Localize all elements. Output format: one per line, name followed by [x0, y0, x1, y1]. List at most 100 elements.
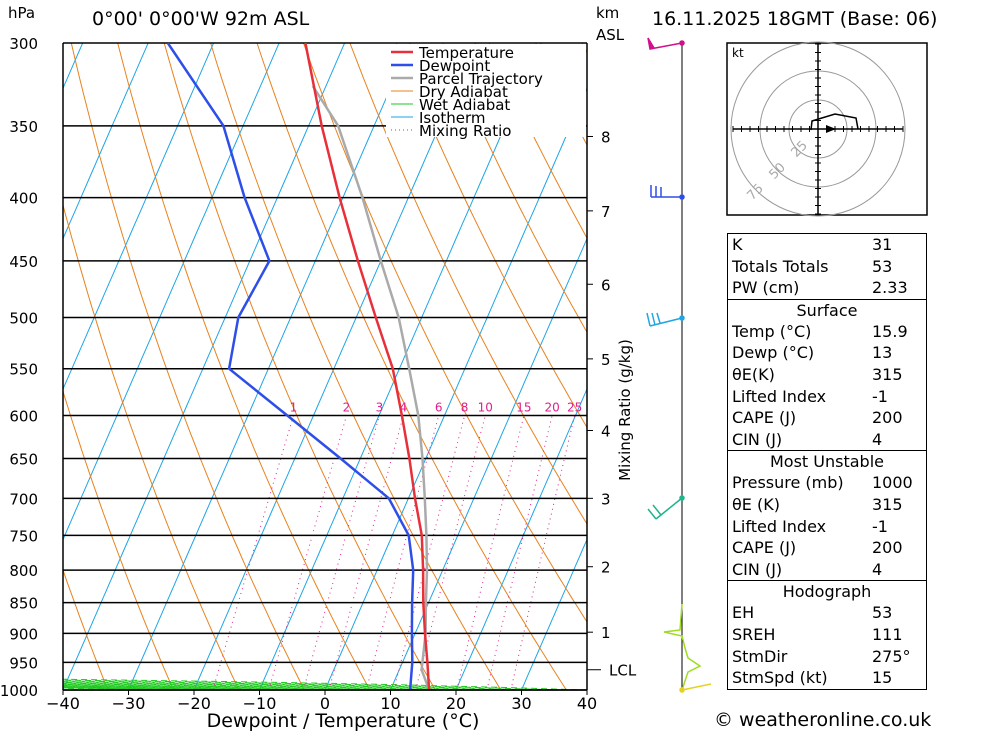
stat-row-surface-theta: θE(K) 315 — [732, 364, 903, 384]
stat-row-surface-cin: CIN (J) 4 — [732, 429, 883, 449]
stat-row-stmspd: StmSpd (kt) 15 — [732, 668, 893, 688]
pressure-tick-label: 650 — [9, 451, 38, 469]
storm-motion-marker — [826, 125, 836, 133]
isotherm-line — [128, 43, 411, 690]
stat-row-surface-temp: Temp (°C) 15.9 — [732, 321, 908, 341]
mixing-ratio-label: 25 — [567, 401, 582, 415]
temperature-tick-label: 30 — [511, 694, 531, 713]
pressure-tick-label: 350 — [9, 118, 38, 136]
legend-wet-adiabat: Wet Adiabat — [419, 96, 510, 114]
stat-row-totals: Totals Totals 53 — [732, 256, 893, 276]
isotherm-line — [193, 43, 477, 690]
isotherm-line — [455, 387, 587, 690]
legend-dewpoint: Dewpoint — [419, 57, 490, 75]
stat-row-mu-cin: CIN (J) 4 — [732, 559, 883, 579]
sounding-stats-table: K 31 Totals Totals 53 PW (cm) 2.33 Surface … — [727, 233, 927, 690]
mixing-ratio-label: 6 — [435, 401, 443, 415]
pressure-tick-label: 850 — [9, 595, 38, 613]
height-tick-label: 1 — [601, 624, 611, 642]
hodograph: kt 25 50 75 — [726, 41, 928, 217]
mixing-ratio-axis-title: Mixing Ratio (g/kg) — [616, 339, 634, 481]
pressure-tick-label: 950 — [9, 654, 38, 672]
stat-row-eh: EH 53 — [732, 603, 893, 623]
isotherm-line — [259, 43, 542, 690]
height-tick-label: 8 — [601, 129, 611, 147]
height-tick-label: 5 — [601, 351, 611, 369]
mixing-ratio-line — [510, 415, 576, 690]
credit-link[interactable]: © weatheronline.co.uk — [714, 709, 932, 731]
wind-barb-column — [646, 37, 712, 693]
temperature-tick-label: −40 — [46, 694, 80, 713]
dry-adiabat-line — [395, 43, 587, 429]
height-tick-label: 7 — [601, 203, 611, 221]
stat-row-mu-li: Lifted Index -1 — [732, 516, 888, 536]
mixing-ratio-label: 20 — [545, 401, 560, 415]
pressure-tick-label: 900 — [9, 625, 38, 643]
dry-adiabat-line — [349, 43, 587, 525]
section-hodograph: Hodograph — [728, 580, 926, 602]
temperature-tick-label: −20 — [177, 694, 211, 713]
sounding-curves — [166, 43, 431, 690]
stat-row-pw: PW (cm) 2.33 — [732, 278, 908, 298]
legend-dry-adiabat: Dry Adiabat — [419, 83, 508, 101]
temperature-curve — [304, 43, 431, 690]
lcl-label: LCL — [609, 662, 637, 680]
wind-barb-500 — [646, 312, 685, 327]
pressure-tick-label: 550 — [9, 361, 38, 379]
temperature-tick-label: −30 — [112, 694, 146, 713]
isotherm-line — [63, 43, 149, 240]
pressure-tick-label: 700 — [9, 490, 38, 508]
dry-adiabat-line — [63, 568, 109, 690]
parcel-trajectory-curve — [311, 85, 431, 690]
height-tick-label: 2 — [601, 559, 611, 577]
section-most-unstable: Most Unstable — [728, 450, 926, 472]
x-axis-title: Dewpoint / Temperature (°C) — [207, 710, 480, 732]
pressure-tick-label: 500 — [9, 310, 38, 328]
hodograph-unit: kt — [732, 46, 744, 60]
legend-isotherm: Isotherm — [419, 109, 486, 127]
dewpoint-curve — [166, 43, 415, 690]
mixing-ratio-label: 8 — [461, 401, 469, 415]
temperature-tick-label: 40 — [577, 694, 597, 713]
height-tick-label: 4 — [601, 423, 611, 441]
stat-row-mu-pressure: Pressure (mb) 1000 — [732, 473, 913, 493]
isotherm-line — [63, 43, 346, 690]
legend-temperature: Temperature — [418, 44, 514, 62]
wet-adiabat-line — [63, 681, 483, 690]
mixing-ratio-line — [212, 415, 294, 690]
stat-row-stmdir: StmDir 275° — [732, 646, 911, 666]
pressure-unit-label: hPa — [8, 4, 35, 22]
height-unit-label: km — [596, 4, 619, 22]
height-unit-label-asl: ASL — [596, 26, 625, 44]
pressure-tick-label: 400 — [9, 190, 38, 208]
dry-adiabat-line — [210, 43, 502, 690]
stat-row-surface-cape: CAPE (J) 200 — [732, 408, 903, 428]
mixing-ratio-label: 15 — [516, 401, 531, 415]
wind-barb-lower — [663, 603, 712, 693]
mixing-ratio-label: 1 — [290, 401, 298, 415]
dry-adiabat-line — [163, 43, 436, 690]
dry-adiabat-line — [117, 43, 371, 690]
pressure-tick-label: 600 — [9, 408, 38, 426]
isotherm-line — [324, 86, 587, 690]
temperature-tick-label: 0 — [320, 694, 330, 713]
mixing-ratio-line — [328, 415, 404, 690]
section-surface: Surface — [728, 298, 926, 321]
stat-row-mu-cape: CAPE (J) 200 — [732, 538, 903, 558]
mixing-ratio-line — [268, 415, 347, 690]
hodograph-trace — [810, 113, 859, 131]
isotherm-line — [521, 538, 587, 690]
stat-row-sreh: SREH 111 — [732, 624, 903, 644]
height-tick-label: 3 — [601, 490, 611, 508]
mixing-ratio-line — [456, 415, 525, 690]
dry-adiabat-line — [488, 43, 587, 240]
dry-adiabat-line — [954, 43, 1000, 690]
temperature-tick-label: −10 — [243, 694, 277, 713]
legend-parcel: Parcel Trajectory — [419, 70, 543, 88]
dry-adiabat-line — [63, 203, 240, 690]
date-header: 16.11.2025 18GMT (Base: 06) — [652, 8, 938, 30]
wind-barb-300 — [647, 37, 685, 50]
pressure-tick-label: 1000 — [0, 682, 38, 700]
site-header: 0°00' 0°00'W 92m ASL — [92, 8, 310, 30]
